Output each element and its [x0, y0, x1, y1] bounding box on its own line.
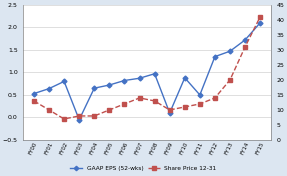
- GAAP EPS (52-wks): [243, 39, 247, 41]
- Share Price 12-31: [259, 16, 262, 18]
- Share Price 12-31: [108, 109, 111, 111]
- GAAP EPS (52-wks): [168, 112, 171, 114]
- Share Price 12-31: [153, 100, 156, 102]
- GAAP EPS (52-wks): [198, 94, 201, 96]
- Line: GAAP EPS (52-wks): GAAP EPS (52-wks): [32, 21, 262, 121]
- GAAP EPS (52-wks): [138, 77, 141, 79]
- Legend: GAAP EPS (52-wks), Share Price 12-31: GAAP EPS (52-wks), Share Price 12-31: [68, 163, 219, 173]
- Share Price 12-31: [183, 106, 187, 108]
- GAAP EPS (52-wks): [153, 73, 156, 75]
- Share Price 12-31: [62, 118, 66, 120]
- Share Price 12-31: [228, 79, 232, 81]
- GAAP EPS (52-wks): [77, 119, 81, 121]
- Share Price 12-31: [47, 109, 51, 111]
- GAAP EPS (52-wks): [108, 84, 111, 86]
- Share Price 12-31: [243, 46, 247, 48]
- GAAP EPS (52-wks): [183, 77, 187, 79]
- GAAP EPS (52-wks): [259, 22, 262, 24]
- Share Price 12-31: [123, 103, 126, 105]
- GAAP EPS (52-wks): [228, 50, 232, 52]
- GAAP EPS (52-wks): [47, 87, 51, 90]
- GAAP EPS (52-wks): [32, 93, 36, 95]
- Line: Share Price 12-31: Share Price 12-31: [32, 15, 262, 121]
- Share Price 12-31: [198, 103, 201, 105]
- GAAP EPS (52-wks): [92, 87, 96, 89]
- Share Price 12-31: [138, 97, 141, 99]
- Share Price 12-31: [213, 97, 217, 99]
- GAAP EPS (52-wks): [123, 79, 126, 81]
- Share Price 12-31: [32, 100, 36, 102]
- Share Price 12-31: [92, 115, 96, 117]
- GAAP EPS (52-wks): [62, 80, 66, 83]
- GAAP EPS (52-wks): [213, 56, 217, 58]
- Share Price 12-31: [168, 109, 171, 111]
- Share Price 12-31: [77, 115, 81, 117]
